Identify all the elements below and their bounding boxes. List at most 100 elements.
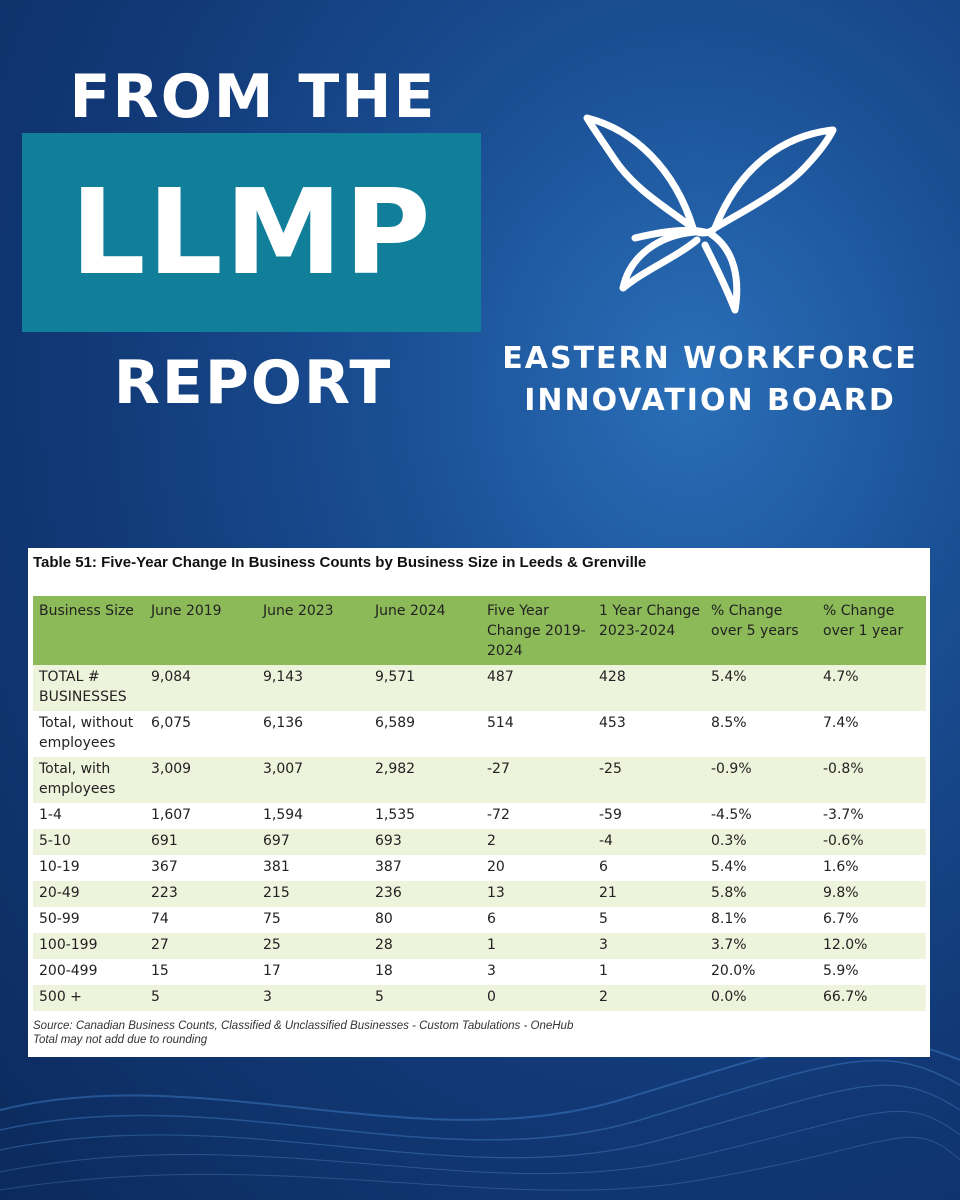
table-cell: 7.4%	[817, 711, 926, 757]
table-cell: 4.7%	[817, 665, 926, 711]
table-cell: 100-199	[33, 933, 145, 959]
table-cell: 80	[369, 907, 481, 933]
table-cell: 3.7%	[705, 933, 817, 959]
table-cell: 6,589	[369, 711, 481, 757]
headline-report: REPORT	[113, 348, 393, 418]
table-cell: 5.4%	[705, 665, 817, 711]
table-cell: 9,143	[257, 665, 369, 711]
table-cell: 17	[257, 959, 369, 985]
table-cell: 3,007	[257, 757, 369, 803]
column-header: Business Size	[33, 596, 145, 665]
table-cell: 428	[593, 665, 705, 711]
table-cell: 200-499	[33, 959, 145, 985]
org-name-line1: EASTERN WORKFORCE	[502, 341, 918, 376]
table-cell: 5-10	[33, 829, 145, 855]
table-cell: 6,136	[257, 711, 369, 757]
table-cell: 2	[593, 985, 705, 1011]
table-cell: 367	[145, 855, 257, 881]
table-cell: 9,571	[369, 665, 481, 711]
table-cell: 6	[481, 907, 593, 933]
table-cell: 5.4%	[705, 855, 817, 881]
column-header: 1 Year Change 2023-2024	[593, 596, 705, 665]
table-cell: 9,084	[145, 665, 257, 711]
table-source-note: Source: Canadian Business Counts, Classi…	[33, 1019, 573, 1047]
table-row: 100-199 27 25 28 1 3 3.7% 12.0%	[33, 933, 926, 959]
table-row: TOTAL # BUSINESSES 9,084 9,143 9,571 487 428 5…	[33, 665, 926, 711]
table-row: 5-10 691 697 693 2 -4 0.3% -0.6%	[33, 829, 926, 855]
table-cell: 8.5%	[705, 711, 817, 757]
table-cell: 500 +	[33, 985, 145, 1011]
table-cell: 1	[481, 933, 593, 959]
table-cell: 6,075	[145, 711, 257, 757]
source-line: Source: Canadian Business Counts, Classi…	[33, 1020, 574, 1032]
table-cell: 1	[593, 959, 705, 985]
table-row: 20-49 223 215 236 13 21 5.8% 9.8%	[33, 881, 926, 907]
table-cell: 21	[593, 881, 705, 907]
llmp-highlight-box	[22, 133, 481, 332]
table-cell: 697	[257, 829, 369, 855]
table-cell: 691	[145, 829, 257, 855]
table-cell: 8.1%	[705, 907, 817, 933]
table-title: Table 51: Five-Year Change In Business C…	[33, 554, 647, 571]
table-cell: 25	[257, 933, 369, 959]
table-cell: -3.7%	[817, 803, 926, 829]
table-cell: 2	[481, 829, 593, 855]
table-cell: 75	[257, 907, 369, 933]
table-cell: 236	[369, 881, 481, 907]
table-cell: 5.8%	[705, 881, 817, 907]
table-cell: 1.6%	[817, 855, 926, 881]
table-cell: 13	[481, 881, 593, 907]
table-cell: 66.7%	[817, 985, 926, 1011]
table-cell: -0.8%	[817, 757, 926, 803]
table-cell: 5	[145, 985, 257, 1011]
table-cell: 12.0%	[817, 933, 926, 959]
table-cell: 381	[257, 855, 369, 881]
table-cell: 1,607	[145, 803, 257, 829]
table-cell: Total, without employees	[33, 711, 145, 757]
table-cell: 6.7%	[817, 907, 926, 933]
table-cell: -0.6%	[817, 829, 926, 855]
headline-llmp: LLMP	[70, 163, 433, 301]
table-cell: 10-19	[33, 855, 145, 881]
table-cell: 15	[145, 959, 257, 985]
table-cell: 3,009	[145, 757, 257, 803]
table-row: 500 +5 3 5 0 2 0.0% 66.7%	[33, 985, 926, 1011]
business-counts-table: Business Size June 2019 June 2023 June 2…	[33, 596, 926, 1011]
table-row: 200-499 15 17 18 3 1 20.0% 5.9%	[33, 959, 926, 985]
column-header: Five Year Change 2019-2024	[481, 596, 593, 665]
table-header-row: Business Size June 2019 June 2023 June 2…	[33, 596, 926, 665]
table-cell: 453	[593, 711, 705, 757]
table-cell: 693	[369, 829, 481, 855]
table-cell: 0	[481, 985, 593, 1011]
table-cell: -0.9%	[705, 757, 817, 803]
table-cell: Total, with employees	[33, 757, 145, 803]
table-row: Total, without employees 6,075 6,136 6,589 5…	[33, 711, 926, 757]
table-cell: 1,594	[257, 803, 369, 829]
table-cell: 223	[145, 881, 257, 907]
table-row: 50-99 74 75 80 6 5 8.1% 6.7%	[33, 907, 926, 933]
table-cell: -25	[593, 757, 705, 803]
table-cell: -4.5%	[705, 803, 817, 829]
table-cell: 9.8%	[817, 881, 926, 907]
table-cell: 3	[257, 985, 369, 1011]
table-row: Total, with employees 3,009 3,007 2,982 -27-…	[33, 757, 926, 803]
table-cell: 5	[369, 985, 481, 1011]
table-cell: 387	[369, 855, 481, 881]
table-cell: 18	[369, 959, 481, 985]
headline-from-the: FROM THE	[69, 62, 437, 132]
table-cell: TOTAL # BUSINESSES	[33, 665, 145, 711]
table-cell: 215	[257, 881, 369, 907]
table-cell: 20	[481, 855, 593, 881]
table-cell: 50-99	[33, 907, 145, 933]
table-row: 1-4 1,607 1,594 1,535 -72 -59 -4.5% -3.7%	[33, 803, 926, 829]
table-cell: 20-49	[33, 881, 145, 907]
table-cell: 5	[593, 907, 705, 933]
table-cell: 1,535	[369, 803, 481, 829]
table-cell: 27	[145, 933, 257, 959]
table-card: Table 51: Five-Year Change In Business C…	[28, 548, 930, 1057]
column-header: % Change over 5 years	[705, 596, 817, 665]
rounding-note: Total may not add due to rounding	[33, 1034, 208, 1046]
table-cell: 3	[481, 959, 593, 985]
table-row: 10-19 367 381 387 20 6 5.4% 1.6%	[33, 855, 926, 881]
column-header: June 2019	[145, 596, 257, 665]
